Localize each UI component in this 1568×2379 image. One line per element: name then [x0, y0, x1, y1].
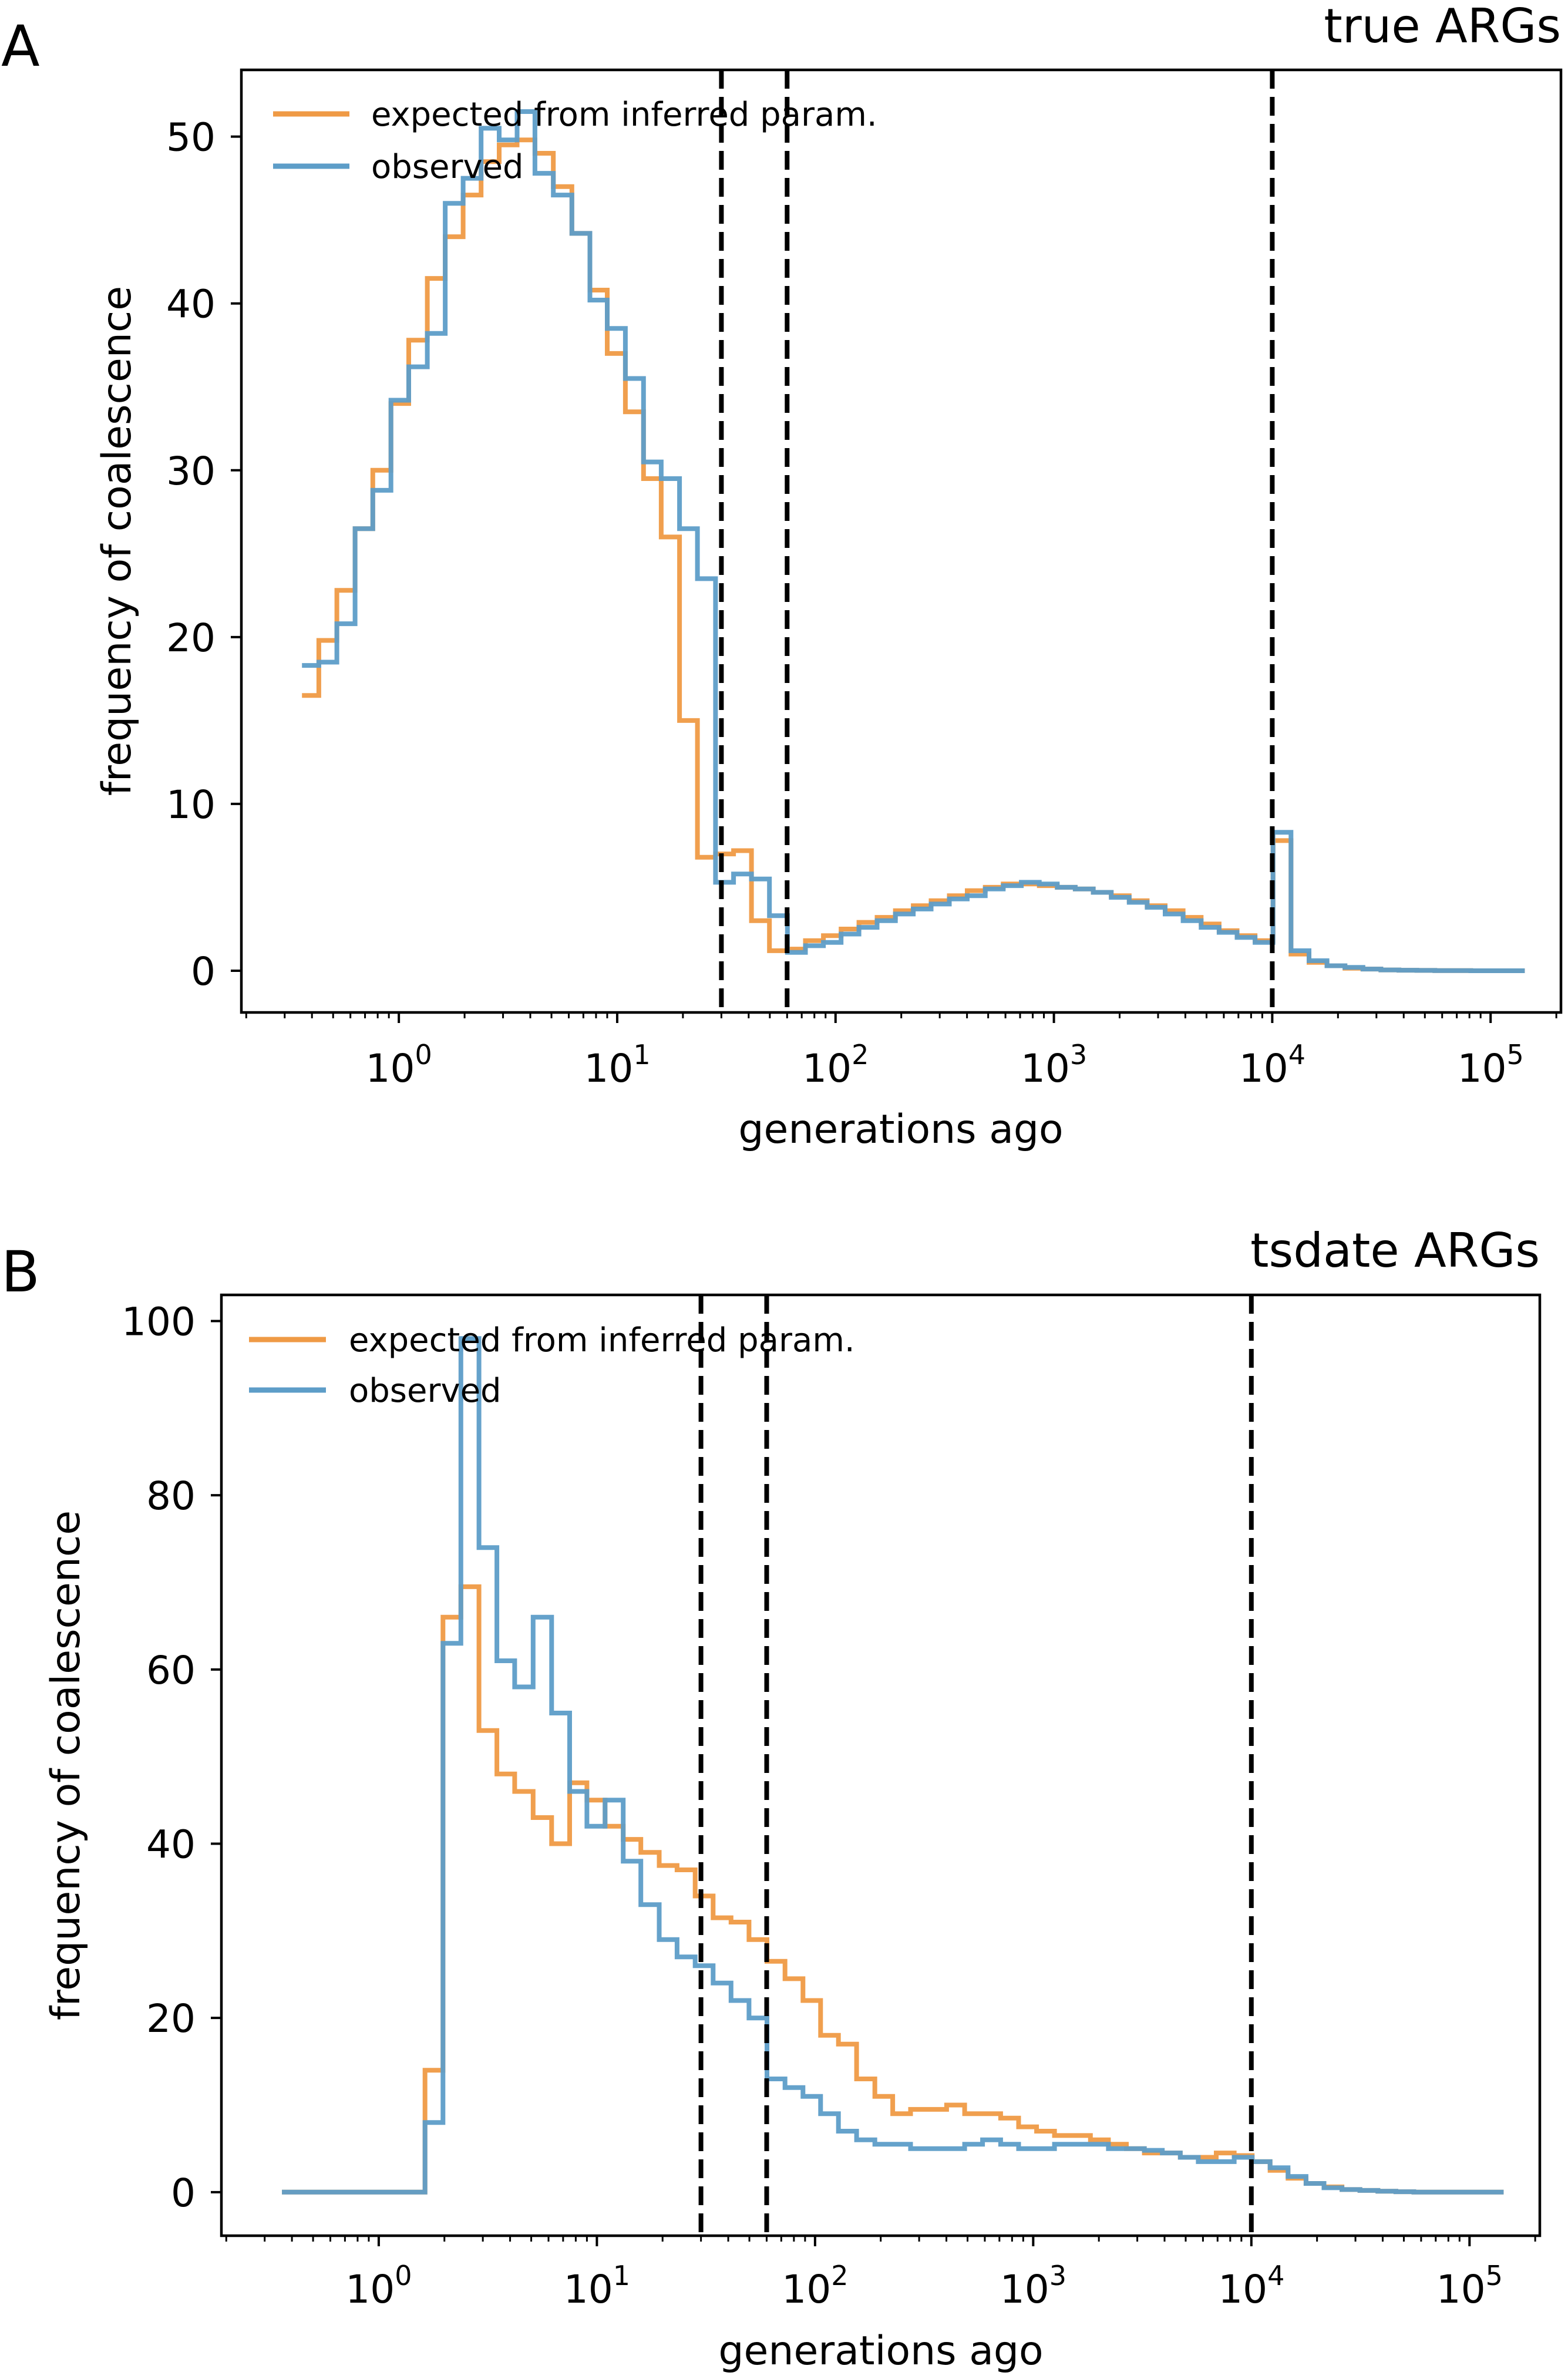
legend-label-observed: observed [371, 148, 524, 186]
chart-title: true ARGs [1324, 0, 1561, 53]
x-tick-label: 104 [1218, 2260, 1284, 2312]
y-tick-label: 100 [122, 1300, 196, 1345]
x-axis: 100 101 102 103 104 105 [245, 1012, 1557, 1091]
legend-label-expected: expected from inferred param. [349, 1321, 855, 1360]
y-tick-label: 40 [166, 282, 216, 327]
y-axis-label: frequency of coalescence [43, 1510, 89, 2020]
x-axis: 100 101 102 103 104 105 [225, 2236, 1536, 2312]
x-axis-label: generations ago [738, 1106, 1063, 1153]
y-axis: 0 10 20 30 40 50 [166, 115, 241, 994]
x-tick-label: 102 [782, 2260, 848, 2312]
y-tick-label: 10 [166, 782, 216, 827]
y-axis: 0 20 40 60 80 100 [122, 1300, 221, 2216]
legend-label-expected: expected from inferred param. [371, 96, 877, 134]
x-axis-label: generations ago [718, 2328, 1043, 2374]
plot-area [282, 1295, 1504, 2236]
x-tick-label: 102 [802, 1039, 869, 1091]
y-tick-label: 50 [166, 115, 216, 160]
legend-label-observed: observed [349, 1372, 502, 1410]
y-tick-label: 80 [146, 1473, 196, 1519]
y-tick-label: 0 [171, 2171, 196, 2216]
legend: expected from inferred param. observed [249, 1321, 855, 1410]
panel-letter: A [1, 14, 40, 79]
x-tick-label: 101 [564, 2260, 630, 2312]
x-tick-label: 103 [1000, 2260, 1066, 2312]
x-tick-label: 105 [1436, 2260, 1503, 2312]
y-tick-label: 20 [146, 1996, 196, 2041]
y-tick-label: 0 [191, 949, 216, 994]
x-tick-label: 103 [1021, 1039, 1087, 1091]
y-tick-label: 60 [146, 1648, 196, 1693]
chart-title: tsdate ARGs [1250, 1223, 1540, 1278]
series-line-expected [302, 137, 1525, 973]
legend: expected from inferred param. observed [273, 96, 877, 186]
x-tick-label: 105 [1458, 1039, 1524, 1091]
plot-area [302, 70, 1525, 1012]
series-line-observed [302, 109, 1525, 973]
y-axis-label: frequency of coalescence [94, 286, 140, 796]
x-tick-label: 100 [345, 2260, 412, 2312]
series-line-expected [282, 1584, 1504, 2195]
y-tick-label: 30 [166, 449, 216, 494]
plot-frame [240, 68, 1563, 1014]
y-tick-label: 20 [166, 615, 216, 661]
x-tick-label: 100 [366, 1039, 432, 1091]
series-line-observed [282, 1336, 1504, 2195]
y-tick-label: 40 [146, 1822, 196, 1867]
x-tick-label: 104 [1239, 1039, 1305, 1091]
x-tick-label: 101 [584, 1039, 650, 1091]
panel-letter: B [1, 1239, 40, 1305]
